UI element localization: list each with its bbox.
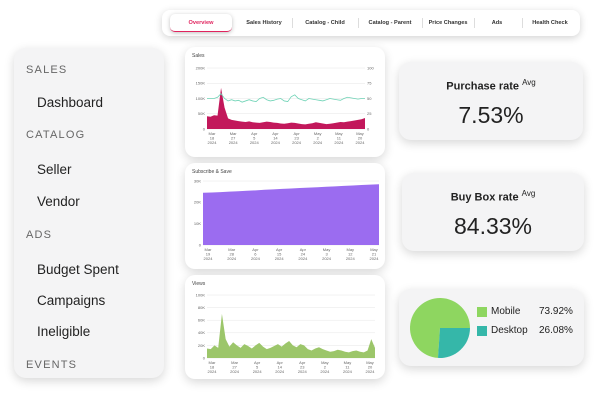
desktop-legend-swatch: [477, 326, 487, 336]
y-tick-label: 40K: [198, 330, 205, 335]
y-tick-label: 20K: [198, 343, 205, 348]
tab-sales-history[interactable]: Sales History: [246, 20, 282, 26]
tab-separator: [358, 18, 359, 28]
mobile-legend-value: 73.92%: [539, 306, 573, 317]
mobile-legend-label: Mobile: [491, 306, 521, 317]
tab-catalog-parent[interactable]: Catalog - Parent: [368, 20, 412, 26]
tab-ads[interactable]: Ads: [491, 20, 503, 26]
desktop-legend-value: 26.08%: [539, 325, 573, 336]
device-share-card: Mobile 73.92% Desktop 26.08%: [399, 289, 584, 366]
sidebar-item-vendor[interactable]: Vendor: [37, 194, 80, 209]
tab-separator: [474, 18, 475, 28]
tab-catalog-child[interactable]: Catalog - Child: [305, 20, 345, 26]
buy-box-rate-value: 84.33%: [453, 213, 532, 239]
subscribe-save-area-series: [203, 184, 379, 245]
tab-health-check[interactable]: Health Check: [532, 20, 568, 26]
x-tick-label: May 20 2024: [366, 360, 376, 374]
views-chart-card: Views 0 20K 40K 60K 80K 100K Mar 18 2024 Mar 27 2024…: [185, 275, 385, 379]
sidebar-heading-events: EVENTS: [26, 359, 78, 371]
x-tick-label: Apr 5 2024: [253, 360, 263, 374]
x-tick-label: Apr 24 2024: [298, 247, 308, 261]
sidebar-item-ineligible[interactable]: Ineligible: [37, 324, 91, 339]
x-tick-label: Mar 28 2024: [227, 247, 237, 261]
x-tick-label: May 11 2024: [343, 360, 353, 374]
subscribe-save-chart-card: Subscribe & Save 0 10K 20K 30K Mar 19 2024 Mar 28…: [185, 163, 385, 269]
x-tick-label: Apr 14 2024: [271, 131, 281, 145]
sidebar-item-dashboard[interactable]: Dashboard: [37, 95, 104, 110]
buy-box-rate-card: Buy Box rate Avg 84.33%: [402, 173, 584, 251]
x-tick-label: Mar 27 2024: [230, 360, 240, 374]
y-tick-label: 0: [199, 242, 202, 247]
x-tick-label: Apr 23 2024: [292, 131, 302, 145]
x-tick-label: Apr 5 2024: [250, 131, 260, 145]
x-tick-label: May 11 2024: [334, 131, 344, 145]
x-tick-label: Apr 15 2024: [275, 247, 285, 261]
x-tick-label: May 12 2024: [346, 247, 356, 261]
x-tick-label: Apr 6 2024: [251, 247, 261, 261]
x-tick-label: Apr 23 2024: [298, 360, 308, 374]
sales-area-series: [207, 87, 365, 129]
tab-separator: [422, 18, 423, 28]
tab-separator: [522, 18, 523, 28]
y-tick-label: 0: [203, 355, 206, 360]
y-tick-label: 80K: [198, 305, 205, 310]
x-tick-label: Apr 14 2024: [275, 360, 285, 374]
buy-box-rate-label: Buy Box rate Avg: [450, 189, 536, 204]
sidebar-heading-catalog: CATALOG: [26, 129, 86, 141]
x-tick-label: May 3 2024: [322, 247, 332, 261]
x-tick-label: May 2 2024: [313, 131, 323, 145]
device-pie-chart: [410, 297, 470, 358]
y-right-tick-label: 50: [367, 96, 372, 101]
sidebar-item-seller[interactable]: Seller: [37, 162, 72, 177]
sales-chart: Sales 0 50K 100K 150K 200K 0 25 50 75 100 Mar 18 2024…: [192, 53, 374, 145]
y-right-tick-label: 0: [367, 126, 370, 131]
y-tick-label: 100K: [196, 96, 206, 101]
sidebar-heading-sales: SALES: [26, 64, 68, 76]
sales-chart-card: Sales 0 50K 100K 150K 200K 0 25 50 75 100 Mar 18 2024…: [185, 47, 385, 157]
x-tick-label: May 2 2024: [320, 360, 330, 374]
tab-overview[interactable]: Overview: [170, 14, 232, 32]
views-chart-title: Views: [192, 281, 206, 287]
purchase-rate-label: Purchase rate Avg: [446, 78, 536, 93]
x-tick-label: May 21 2024: [370, 247, 380, 261]
y-tick-label: 200K: [196, 65, 206, 70]
purchase-rate-value: 7.53%: [458, 102, 524, 128]
pie-slice-mobile: [410, 297, 470, 358]
sidebar-item-campaigns[interactable]: Campaigns: [37, 293, 106, 308]
sidebar-item-budget-spent[interactable]: Budget Spent: [37, 262, 119, 277]
sidebar-heading-ads: ADS: [26, 229, 53, 241]
x-tick-label: Mar 18 2024: [208, 360, 218, 374]
tab-bar: Overview Sales History Catalog - Child Cata…: [162, 10, 580, 36]
sales-chart-title: Sales: [192, 53, 205, 59]
y-tick-label: 30K: [194, 178, 201, 183]
y-tick-label: 0: [203, 126, 206, 131]
pie-slice-desktop: [437, 328, 470, 358]
x-tick-label: Mar 18 2024: [208, 131, 218, 145]
sales-line-series: [207, 92, 365, 103]
purchase-rate-card: Purchase rate Avg 7.53%: [399, 62, 583, 140]
x-tick-label: May 20 2024: [356, 131, 366, 145]
tab-price-changes[interactable]: Price Changes: [428, 20, 468, 26]
y-tick-label: 60K: [198, 318, 205, 323]
y-right-tick-label: 100: [367, 65, 374, 70]
y-tick-label: 150K: [196, 81, 206, 86]
subscribe-save-chart: Subscribe & Save 0 10K 20K 30K Mar 19 2024 Mar 28…: [192, 169, 380, 261]
y-right-tick-label: 75: [367, 81, 372, 86]
mobile-legend-swatch: [477, 307, 487, 317]
y-tick-label: 20K: [194, 200, 201, 205]
y-tick-label: 50K: [198, 111, 205, 116]
sidebar-nav: SALES Dashboard CATALOG Seller Vendor AD…: [14, 48, 164, 378]
y-right-tick-label: 25: [367, 111, 372, 116]
x-tick-label: Mar 27 2024: [229, 131, 239, 145]
y-tick-label: 100K: [196, 292, 206, 297]
y-tick-label: 10K: [194, 221, 201, 226]
views-area-series: [207, 313, 375, 358]
desktop-legend-label: Desktop: [491, 325, 528, 336]
subscribe-save-chart-title: Subscribe & Save: [192, 169, 232, 175]
x-tick-label: Mar 19 2024: [204, 247, 214, 261]
views-chart: Views 0 20K 40K 60K 80K 100K Mar 18 2024 Mar 27 2024…: [192, 281, 376, 374]
tab-separator: [292, 18, 293, 28]
